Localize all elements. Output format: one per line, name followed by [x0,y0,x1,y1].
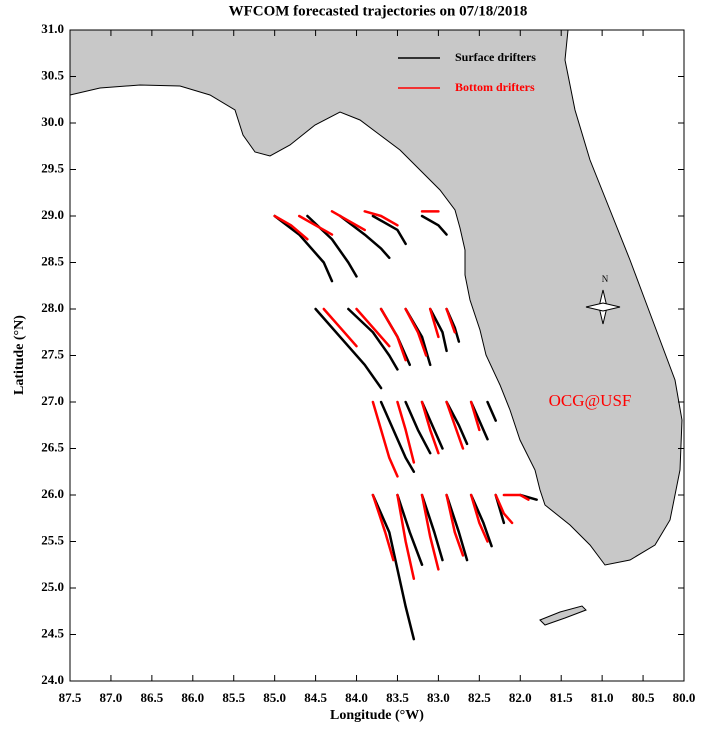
trajectory [420,400,440,455]
trajectory [420,493,444,562]
x-tick-label: 81.5 [550,690,573,705]
y-tick-label: 25.0 [41,579,64,594]
trajectory [379,307,407,362]
trajectory [322,307,358,348]
x-tick-label: 82.0 [509,690,532,705]
y-tick-label: 28.5 [41,253,64,268]
y-tick-label: 29.5 [41,160,64,175]
land [69,29,683,566]
trajectory [379,400,416,473]
y-tick-label: 27.0 [41,393,64,408]
trajectory [330,210,366,232]
x-tick-label: 86.0 [181,690,204,705]
trajectory [469,493,493,548]
trajectory [486,400,497,422]
trajectory [371,400,399,478]
y-axis-label: Latitude (°N) [12,315,27,395]
legend-label: Surface drifters [455,50,536,64]
keys [539,605,587,626]
trajectory [273,214,334,283]
trajectory [404,400,432,455]
trajectory [420,493,440,571]
x-tick-label: 87.5 [59,690,82,705]
y-tick-label: 24.0 [41,672,64,687]
title: WFCOM forecasted trajectories on 07/18/2… [229,3,528,19]
trajectory [314,307,383,390]
trajectory [371,214,407,246]
trajectory [396,493,424,566]
x-tick-label: 85.5 [222,690,245,705]
trajectory [420,214,448,236]
y-tick-label: 25.5 [41,532,64,547]
trajectory [428,307,448,353]
compass: N [585,274,621,325]
x-tick-label: 84.0 [345,690,368,705]
y-tick-label: 30.5 [41,67,64,82]
trajectory [445,493,469,562]
trajectory [445,400,465,450]
x-tick-label: 80.0 [673,690,696,705]
x-tick-label: 85.0 [263,690,286,705]
trajectory [396,493,416,580]
legend-label: Bottom drifters [455,80,535,94]
x-tick-label: 83.0 [427,690,450,705]
x-tick-label: 82.5 [468,690,491,705]
x-tick-label: 87.0 [100,690,123,705]
trajectory [445,493,465,557]
x-tick-label: 83.5 [386,690,409,705]
compass-label: N [602,274,609,284]
annotation: OCG@USF [549,391,632,410]
trajectory [469,493,489,543]
y-tick-label: 26.0 [41,486,64,501]
trajectory [371,493,395,562]
trajectory [396,400,416,464]
trajectory [445,307,457,334]
trajectory [469,400,481,432]
y-tick-label: 30.0 [41,114,64,129]
y-tick-label: 29.0 [41,207,64,222]
x-tick-label: 81.0 [591,690,614,705]
x-tick-label: 84.5 [304,690,327,705]
trajectory [420,400,444,450]
trajectory [428,307,440,339]
trajectory [347,307,399,371]
trajectory [355,307,391,348]
compass-needle [585,302,621,312]
trajectory [273,214,309,241]
y-tick-label: 26.5 [41,439,64,454]
trajectory [338,214,391,260]
y-tick-label: 28.0 [41,300,64,315]
x-tick-label: 80.5 [632,690,655,705]
y-tick-label: 24.5 [41,625,64,640]
trajectory [502,493,530,501]
y-tick-label: 31.0 [41,21,64,36]
trajectory [371,493,416,641]
x-tick-label: 86.5 [140,690,163,705]
x-axis-label: Longitude (°W) [330,708,424,723]
trajectory [494,493,514,525]
trajectory [297,214,334,236]
trajectory [363,210,399,227]
trajectory [404,307,428,357]
y-tick-label: 27.5 [41,346,64,361]
trajectory [445,400,469,446]
